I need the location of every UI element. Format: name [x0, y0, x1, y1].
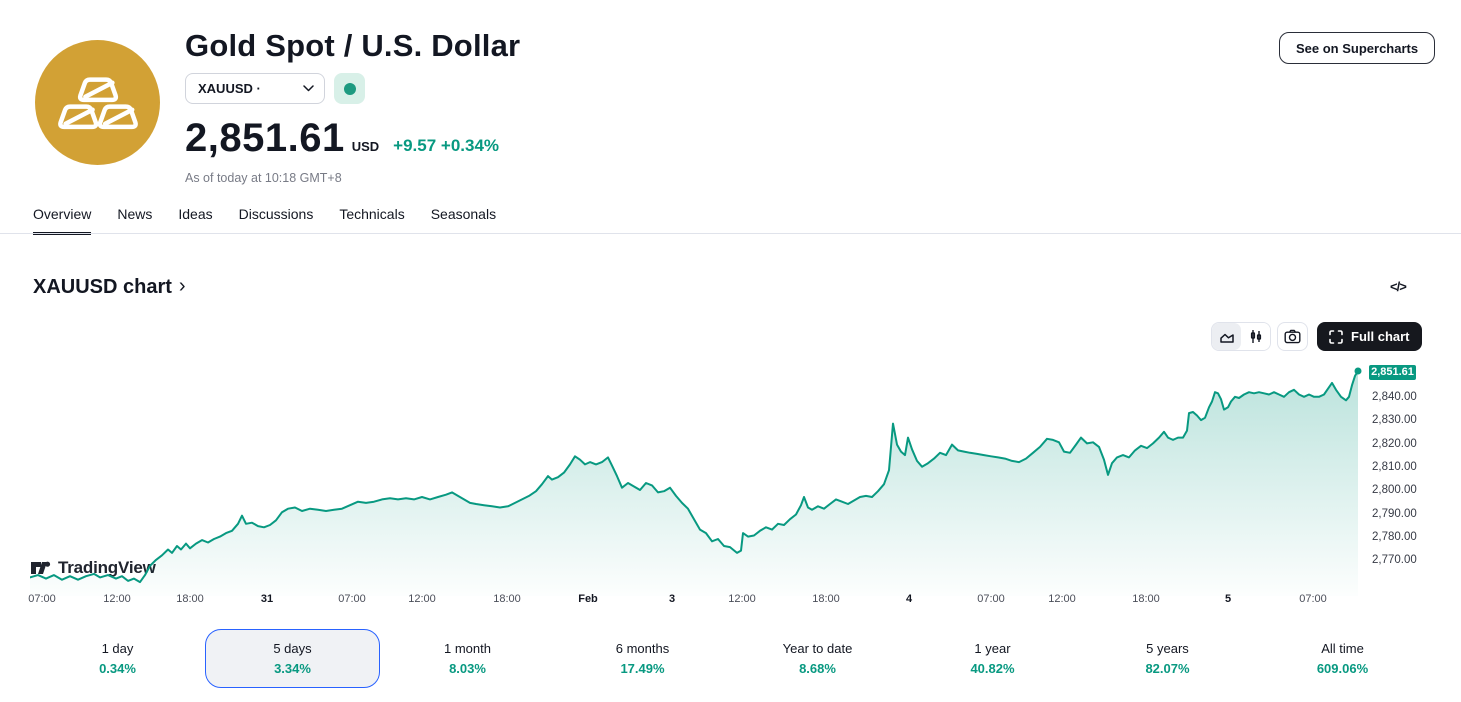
chevron-down-icon	[303, 85, 314, 92]
price-axis-label: 2,810.00	[1372, 460, 1417, 473]
watermark-label: TradingView	[58, 558, 156, 577]
currency-label: USD	[351, 139, 380, 154]
chart-section-title: XAUUSD chart	[33, 276, 172, 298]
symbol-dropdown-label: XAUUSD ·	[198, 81, 261, 96]
price-axis-label: 2,820.00	[1372, 437, 1417, 450]
range-label: 1 month	[444, 641, 491, 656]
time-axis-label: 12:00	[1048, 593, 1076, 605]
range-change: 17.49%	[620, 661, 665, 676]
fullscreen-icon	[1329, 329, 1343, 344]
range-button-1-year[interactable]: 1 year 40.82%	[905, 629, 1080, 688]
camera-icon	[1284, 329, 1301, 344]
range-label: 5 days	[273, 641, 312, 656]
range-change: 40.82%	[970, 661, 1015, 676]
price-axis-label: 2,790.00	[1372, 507, 1417, 520]
range-change: 609.06%	[1316, 661, 1369, 676]
chart-section-link[interactable]: XAUUSD chart ›	[33, 275, 186, 299]
range-label: 5 years	[1146, 641, 1189, 656]
area-fill	[30, 371, 1358, 596]
price-axis-label: 2,800.00	[1372, 484, 1417, 497]
area-chart-style-button[interactable]	[1212, 323, 1241, 350]
time-axis-label: 07:00	[338, 593, 366, 605]
as-of-timestamp: As of today at 10:18 GMT+8	[185, 171, 342, 185]
time-axis-label: 07:00	[977, 593, 1005, 605]
time-axis-label: 18:00	[1132, 593, 1160, 605]
market-open-dot-icon	[343, 82, 356, 95]
range-change: 8.68%	[799, 661, 836, 676]
time-axis-label: 4	[905, 593, 913, 605]
last-price-dot	[1354, 367, 1362, 375]
area-chart-icon	[1219, 333, 1234, 343]
time-axis-label: 12:00	[408, 593, 436, 605]
tab-bar-divider	[0, 233, 1461, 234]
range-button-5-years[interactable]: 5 years 82.07%	[1080, 629, 1255, 688]
range-button-5-days[interactable]: 5 days 3.34%	[205, 629, 380, 688]
time-axis-label: 12:00	[103, 593, 131, 605]
tab-bar: Overview News Ideas Discussions Technicals Se…	[33, 206, 496, 235]
current-price: 2,851.61	[185, 116, 345, 160]
page-title: Gold Spot / U.S. Dollar	[185, 28, 521, 63]
range-label: 6 months	[615, 641, 670, 656]
embed-code-icon[interactable]: </>	[1390, 279, 1407, 294]
range-button-all-time[interactable]: All time 609.06%	[1255, 629, 1430, 688]
price-axis-label: 2,780.00	[1372, 530, 1417, 543]
chart-style-toggle	[1211, 322, 1271, 351]
tab-technicals[interactable]: Technicals	[339, 206, 405, 222]
price-axis-label: 2,830.00	[1372, 414, 1417, 427]
time-axis-label: Feb	[578, 593, 598, 605]
market-open-badge	[334, 73, 365, 104]
tab-overview[interactable]: Overview	[33, 206, 92, 235]
tab-discussions[interactable]: Discussions	[238, 206, 314, 222]
time-axis-label: 07:00	[1299, 593, 1327, 605]
range-label: 1 day	[101, 641, 134, 656]
last-price-axis-badge: 2,851.61	[1369, 364, 1416, 380]
range-label: 1 year	[974, 641, 1011, 656]
range-selector: 1 day 0.34% 5 days 3.34% 1 month 8.03% 6…	[30, 629, 1430, 689]
price-area-chart[interactable]	[30, 330, 1362, 596]
tradingview-watermark[interactable]: TradingView	[30, 558, 156, 578]
range-label: Year to date	[782, 641, 853, 656]
time-axis-label: 5	[1224, 593, 1232, 605]
time-axis-label: 18:00	[493, 593, 521, 605]
price-change: +9.57 +0.34%	[393, 136, 500, 155]
range-change: 82.07%	[1145, 661, 1190, 676]
candlestick-icon	[1250, 330, 1261, 343]
gold-bars-icon	[57, 76, 138, 129]
snapshot-button[interactable]	[1277, 322, 1308, 351]
full-chart-button[interactable]: Full chart	[1317, 322, 1422, 351]
gold-logo	[35, 40, 160, 165]
time-axis-label: 3	[668, 593, 676, 605]
tab-news[interactable]: News	[117, 206, 153, 222]
time-axis-label: 18:00	[812, 593, 840, 605]
price-axis-label: 2,840.00	[1372, 391, 1417, 403]
range-change: 8.03%	[449, 661, 486, 676]
tab-ideas[interactable]: Ideas	[178, 206, 213, 222]
range-button-1-day[interactable]: 1 day 0.34%	[30, 629, 205, 688]
range-change: 0.34%	[99, 661, 136, 676]
chevron-right-icon: ›	[178, 275, 186, 297]
full-chart-label: Full chart	[1351, 329, 1410, 344]
time-axis-label: 31	[260, 593, 274, 605]
price-axis-label: 2,770.00	[1372, 554, 1417, 567]
symbol-dropdown[interactable]: XAUUSD ·	[185, 73, 325, 104]
time-axis-label: 18:00	[176, 593, 204, 605]
range-label: All time	[1321, 641, 1364, 656]
range-button-6-months[interactable]: 6 months 17.49%	[555, 629, 730, 688]
price-row: 2,851.61 USD +9.57 +0.34%	[185, 116, 499, 161]
tradingview-logo-icon	[31, 561, 51, 574]
time-axis-label: 07:00	[28, 593, 56, 605]
tab-seasonals[interactable]: Seasonals	[430, 206, 497, 222]
range-button-year-to-date[interactable]: Year to date 8.68%	[730, 629, 905, 688]
range-change: 3.34%	[274, 661, 311, 676]
price-line	[30, 370, 1359, 584]
range-button-1-month[interactable]: 1 month 8.03%	[380, 629, 555, 688]
see-on-supercharts-button[interactable]: See on Supercharts	[1279, 32, 1436, 64]
candles-chart-style-button[interactable]	[1241, 323, 1270, 350]
time-axis-label: 12:00	[728, 593, 756, 605]
